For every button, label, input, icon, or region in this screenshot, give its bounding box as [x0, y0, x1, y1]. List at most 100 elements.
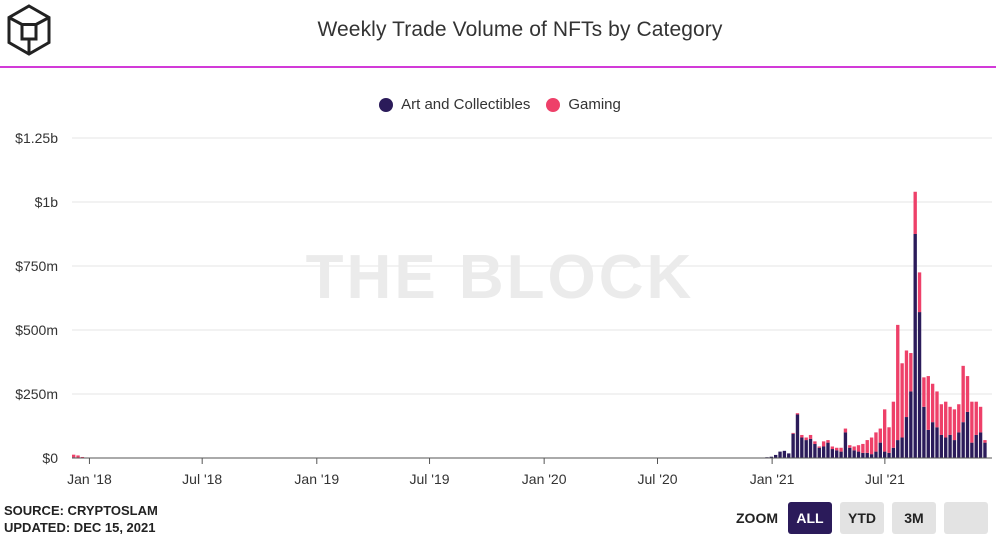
bar-gaming	[821, 441, 826, 447]
bar-art-and-collectibles	[887, 452, 891, 458]
bar-art-and-collectibles	[913, 234, 917, 458]
bar-art-and-collectibles	[909, 391, 913, 458]
bar-art-and-collectibles	[974, 434, 978, 458]
bar-art-and-collectibles	[835, 450, 839, 458]
bar-gaming	[965, 376, 970, 412]
chart-legend: Art and Collectibles Gaming	[0, 96, 1000, 113]
bar-art-and-collectibles	[821, 446, 826, 458]
bar-gaming	[891, 401, 896, 448]
bar-gaming	[952, 409, 957, 441]
bar-gaming	[935, 391, 939, 428]
bar-art-and-collectibles	[769, 456, 773, 458]
bar-art-and-collectibles	[935, 427, 939, 458]
bar-art-and-collectibles	[830, 449, 835, 458]
bar-gaming	[848, 445, 852, 448]
bar-art-and-collectibles	[930, 422, 935, 458]
legend-swatch-art-and-collectibles	[379, 97, 394, 112]
bar-gaming	[909, 353, 913, 392]
bar-gaming	[813, 441, 817, 444]
y-axis-labels: $0 $250m $500m $750m $1b $1.25b	[15, 130, 58, 466]
bar-gaming	[882, 409, 887, 452]
y-tick-label: $750m	[15, 258, 58, 274]
zoom-ytd-button[interactable]: YTD	[840, 502, 884, 534]
legend-item-gaming[interactable]: Gaming	[546, 96, 621, 113]
bar-art-and-collectibles	[804, 440, 808, 458]
bar-art-and-collectibles	[904, 417, 909, 458]
title-divider	[0, 66, 996, 68]
bar-art-and-collectibles	[791, 433, 795, 458]
bar-art-and-collectibles	[778, 451, 782, 458]
bar-gaming	[861, 443, 865, 453]
bar-gaming	[791, 432, 795, 434]
bar-art-and-collectibles	[917, 312, 922, 458]
bar-art-and-collectibles	[944, 437, 948, 458]
legend-swatch-gaming	[546, 97, 561, 112]
bar-gaming	[974, 401, 978, 435]
y-tick-label: $1.25b	[15, 130, 58, 146]
bar-gaming	[944, 401, 948, 438]
bar-gaming	[852, 446, 856, 451]
bar-gaming	[930, 383, 935, 423]
source-note: SOURCE: CRYPTOSLAM UPDATED: DEC 15, 2021	[4, 502, 158, 536]
bar-gaming	[843, 428, 848, 433]
bar-art-and-collectibles	[878, 442, 882, 458]
bar-art-and-collectibles	[861, 452, 865, 458]
source-text: SOURCE: CRYPTOSLAM	[4, 503, 158, 518]
bar-art-and-collectibles	[848, 447, 852, 458]
bar-art-and-collectibles	[869, 454, 874, 458]
bar-art-and-collectibles	[787, 453, 791, 458]
chart-title: Weekly Trade Volume of NFTs by Category	[317, 18, 723, 41]
bar-gaming	[926, 376, 930, 430]
bar-gaming	[817, 446, 821, 448]
zoom-controls: ZOOM ALL YTD 3M	[736, 502, 988, 534]
bar-gaming	[983, 440, 987, 443]
bar-art-and-collectibles	[808, 438, 813, 458]
bar-gaming	[939, 404, 944, 435]
bar-art-and-collectibles	[978, 432, 983, 458]
bar-gaming	[904, 350, 909, 418]
y-tick-label: $250m	[15, 386, 58, 402]
bar-gaming	[826, 440, 830, 443]
watermark: THE BLOCK	[306, 243, 695, 312]
bar-art-and-collectibles	[957, 432, 961, 458]
bar-art-and-collectibles	[948, 434, 952, 458]
bar-art-and-collectibles	[965, 411, 970, 458]
bar-gaming	[808, 434, 813, 439]
bar-gaming	[978, 406, 983, 433]
bar-gaming	[874, 432, 878, 452]
y-tick-label: $500m	[15, 322, 58, 338]
bar-art-and-collectibles	[813, 443, 817, 458]
bar-gaming	[970, 401, 974, 443]
bar-art-and-collectibles	[843, 432, 848, 458]
grid-lines	[72, 137, 992, 395]
zoom-blank-button[interactable]	[944, 502, 988, 534]
bar-art-and-collectibles	[896, 440, 900, 458]
zoom-all-button[interactable]: ALL	[788, 502, 832, 534]
bar-gaming	[869, 437, 874, 455]
bar-art-and-collectibles	[874, 451, 878, 458]
x-axis-labels: Jan '18 Jul '18 Jan '19 Jul '19 Jan '20 Jul '…	[67, 458, 905, 487]
y-tick-label: $1b	[35, 194, 59, 210]
x-tick-label: Jan '20	[522, 471, 567, 487]
bar-art-and-collectibles	[795, 414, 800, 458]
bar-gaming	[76, 455, 80, 458]
x-tick-label: Jul '20	[637, 471, 677, 487]
bar-gaming	[896, 324, 900, 441]
bar-gaming	[900, 363, 904, 438]
bar-gaming	[800, 434, 804, 438]
bar-gaming	[878, 428, 882, 443]
zoom-3m-button[interactable]: 3M	[892, 502, 936, 534]
bar-gaming	[830, 446, 835, 450]
bar-art-and-collectibles	[922, 406, 926, 458]
bar-art-and-collectibles	[882, 451, 887, 458]
bar-gaming	[948, 406, 952, 435]
legend-label-art-and-collectibles: Art and Collectibles	[401, 96, 531, 113]
legend-item-art-and-collectibles[interactable]: Art and Collectibles	[379, 96, 530, 113]
legend-label-gaming: Gaming	[568, 96, 621, 113]
bars	[72, 191, 987, 458]
bar-gaming	[922, 377, 926, 407]
x-tick-label: Jul '18	[182, 471, 222, 487]
bar-art-and-collectibles	[865, 452, 869, 458]
bar-art-and-collectibles	[800, 437, 804, 458]
weekly-volume-chart: THE BLOCK $0 $250m $500m $750m $1b $1.25b Jan…	[15, 130, 992, 487]
